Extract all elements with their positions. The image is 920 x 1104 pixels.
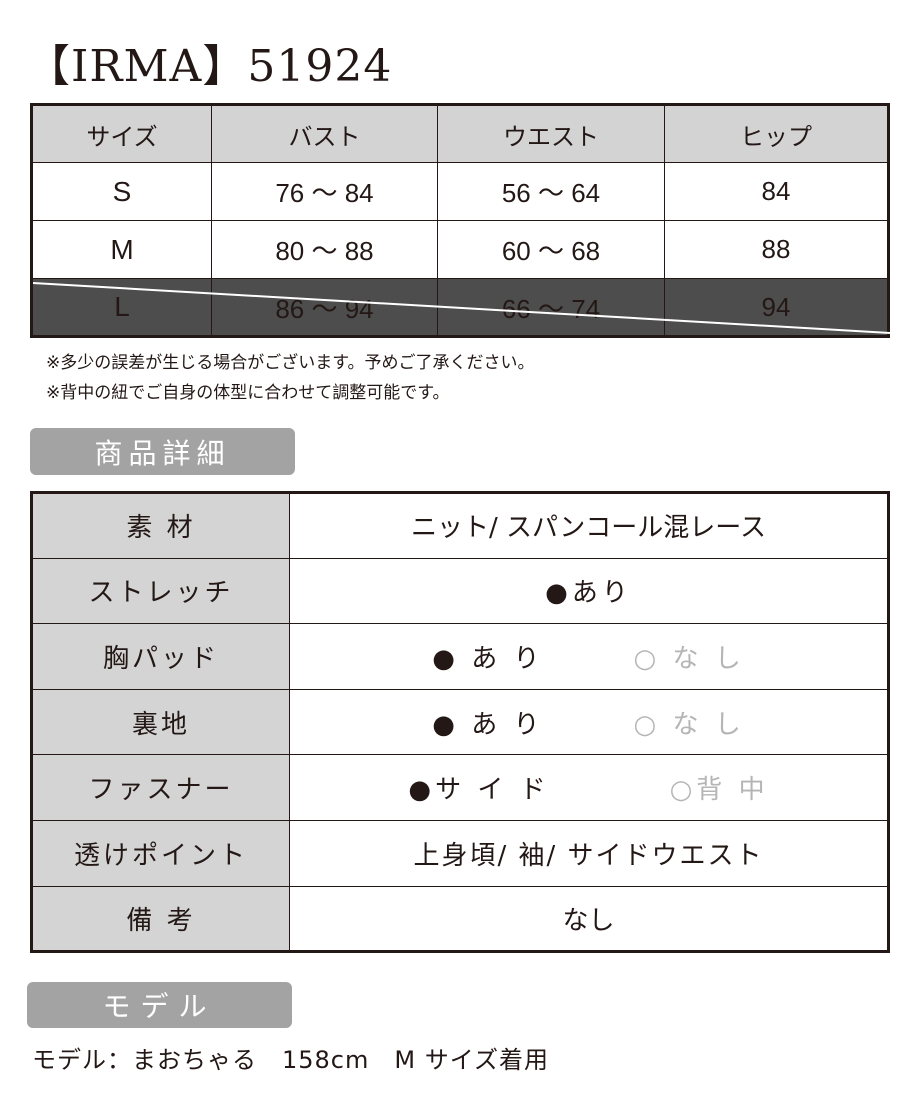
detail-label: 裏地 [31,688,290,756]
detail-value: ニット/ スパンコール混レース [289,492,889,559]
option-unselected: ○背 中 [669,775,769,806]
product-title: 【IRMA】51924 [26,41,393,92]
header-size: サイズ [31,104,212,163]
option-selected: ● あ り [432,643,544,674]
option-unselected: ○ な し [633,709,745,740]
header-waist: ウエスト [437,104,665,163]
waist: 66 ～ 74 [437,278,665,337]
size: L [31,278,212,337]
detail-label: 胸パッド [31,623,290,690]
size: S [31,162,212,221]
detail-row-sheer: 透けポイント 上身頃/ 袖/ サイドウエスト [31,819,889,887]
hip: 88 [664,220,889,279]
detail-label: 備 考 [31,885,290,953]
bust: 80 ～ 88 [211,220,438,279]
detail-value: なし [289,885,889,953]
model-info: モデル：まおちゃる 158cm M サイズ着用 [32,1046,549,1074]
option-selected: ●サ イ ド [408,775,550,806]
bust: 86 ～ 94 [211,278,438,337]
waist: 56 ～ 64 [437,162,665,221]
detail-value: 上身頃/ 袖/ サイドウエスト [289,819,889,887]
hip: 84 [664,162,889,221]
note: ※背中の紐でご自身の体型に合わせて調整可能です。 [46,383,450,403]
size: M [31,220,212,279]
size-row-l-sold-out: L 86 ～ 94 66 ～ 74 94 [31,278,889,337]
detail-label: ファスナー [31,754,290,821]
size-table: サイズ バスト ウエスト ヒップ S 76 ～ 84 56 ～ 64 84 M … [30,103,890,338]
detail-label: ストレッチ [31,557,290,625]
detail-row-lining: 裏地 ● あ り ○ な し [31,688,889,756]
waist: 60 ～ 68 [437,220,665,279]
size-row-m: M 80 ～ 88 60 ～ 68 88 [31,220,889,279]
model-heading: モデル [27,982,292,1028]
header-hip: ヒップ [664,104,889,163]
detail-label: 素 材 [31,492,290,559]
detail-row-stretch: ストレッチ ●あり [31,557,889,625]
notes: ※多少の誤差が生じる場合がございます。予めご了承ください。 ※背中の紐でご自身の… [46,348,535,408]
detail-label: 透けポイント [31,819,290,887]
detail-row-remarks: 備 考なし [31,885,889,953]
note: ※多少の誤差が生じる場合がございます。予めご了承ください。 [46,353,535,373]
option-selected: ● あ り [432,709,544,740]
hip: 94 [664,278,889,337]
details-heading: 商品詳細 [30,428,295,475]
detail-row-bust-pad: 胸パッド ● あ り ○ な し [31,623,889,690]
bust: 76 ～ 84 [211,162,438,221]
header-bust: バスト [211,104,438,163]
option-selected: ●あり [545,578,632,609]
detail-row-material: 素 材ニット/ スパンコール混レース [31,492,889,559]
option-unselected: ○ な し [633,643,745,674]
size-table-header: サイズ バスト ウエスト ヒップ [31,104,889,163]
details-table: 素 材ニット/ スパンコール混レース ストレッチ ●あり 胸パッド ● あ り ○ な… [30,491,890,954]
detail-row-zipper: ファスナー ●サ イ ド ○背 中 [31,754,889,821]
size-row-s: S 76 ～ 84 56 ～ 64 84 [31,162,889,221]
